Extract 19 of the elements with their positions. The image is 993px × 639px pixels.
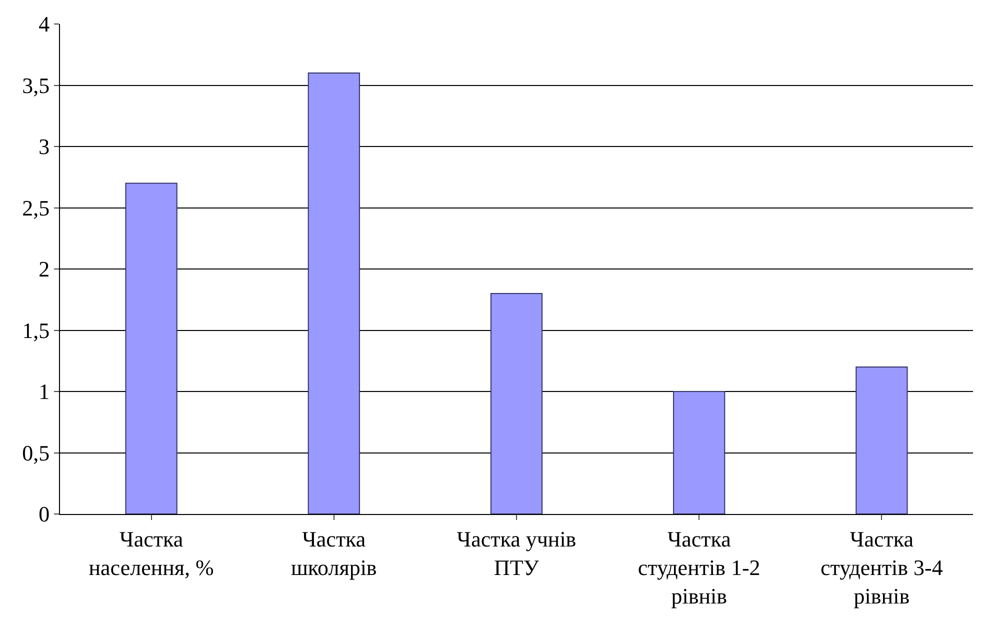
x-tick-label: Частка населення, % <box>88 526 214 580</box>
x-tick-label: Частка студентів 1-2 рівнів <box>638 526 760 609</box>
y-tick-label: 4 <box>38 12 50 37</box>
bar <box>856 366 908 514</box>
bar <box>490 293 543 514</box>
y-tick-label: 2,5 <box>22 195 50 220</box>
y-tick-label: 0,5 <box>22 440 50 466</box>
y-tick-label: 1,5 <box>22 318 50 343</box>
x-tick-label: Частка студентів 3-4 рівнів <box>820 526 943 609</box>
y-tick-label: 3 <box>38 134 50 160</box>
bar <box>308 72 360 514</box>
y-tick-label: 3,5 <box>22 72 50 98</box>
bar <box>125 182 178 514</box>
x-tick-label: Частка школярів <box>290 526 377 580</box>
x-tick-label: Частка учнів ПТУ <box>456 526 576 580</box>
bar <box>673 391 726 514</box>
y-tick-label: 2 <box>38 256 50 282</box>
y-tick-label: 0 <box>38 502 50 527</box>
y-tick-label: 1 <box>38 379 50 404</box>
